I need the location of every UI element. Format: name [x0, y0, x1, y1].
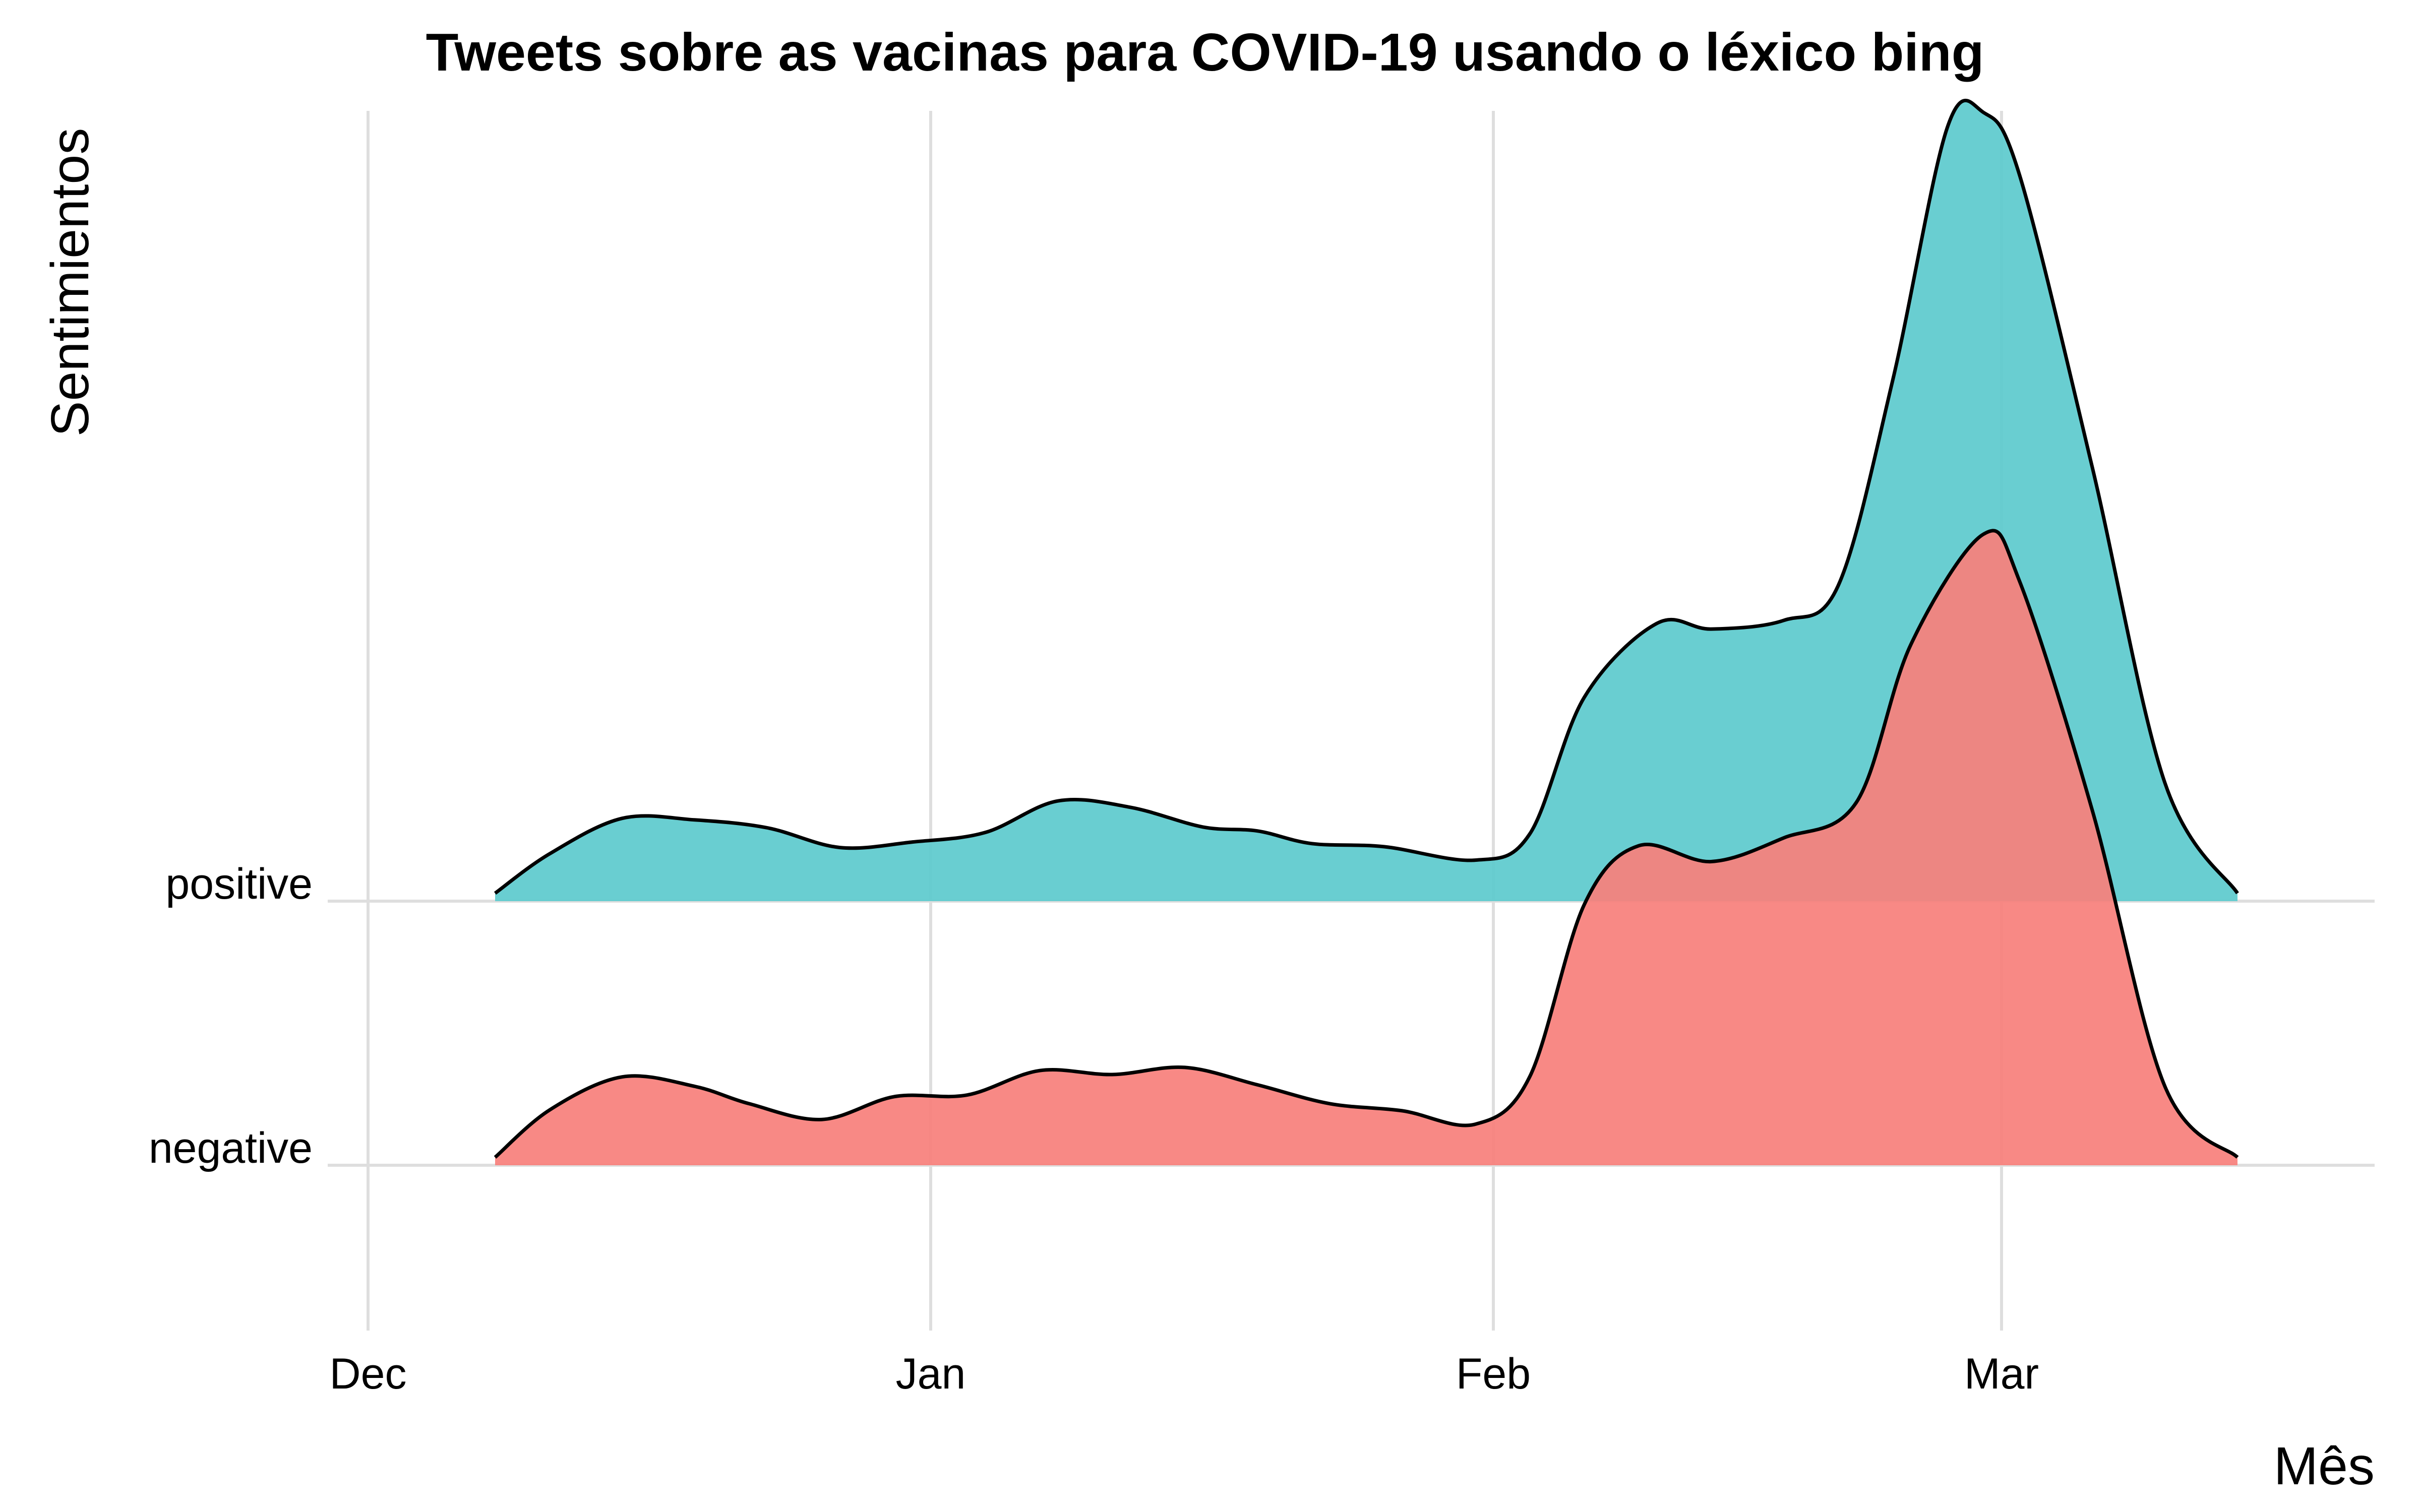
x-tick-label-mar: Mar: [1964, 1350, 2039, 1398]
y-axis-label: Sentimientos: [40, 128, 100, 437]
x-tick-label-feb: Feb: [1456, 1350, 1531, 1398]
ridge-fill-positive: [495, 100, 2237, 902]
y-tick-label-negative: negative: [149, 1124, 313, 1172]
ridge-fill-negative: [495, 530, 2237, 1165]
y-tick-label-positive: positive: [165, 860, 313, 908]
ridge-negative: [494, 529, 2239, 1165]
x-tick-label-jan: Jan: [896, 1350, 966, 1398]
x-tick-label-dec: Dec: [330, 1350, 407, 1398]
y-tick-labels: negative positive: [149, 860, 313, 1172]
ridge-layer: [494, 98, 2239, 1165]
ridge-outline-negative: [494, 529, 2239, 1159]
x-axis-label: Mês: [2274, 1436, 2375, 1496]
x-tick-labels: Dec Jan Feb Mar: [330, 1350, 2039, 1398]
chart-title: Tweets sobre as vacinas para COVID-19 us…: [426, 23, 1984, 82]
ridge-outline-positive: [494, 98, 2239, 895]
ridge-positive: [494, 98, 2239, 902]
